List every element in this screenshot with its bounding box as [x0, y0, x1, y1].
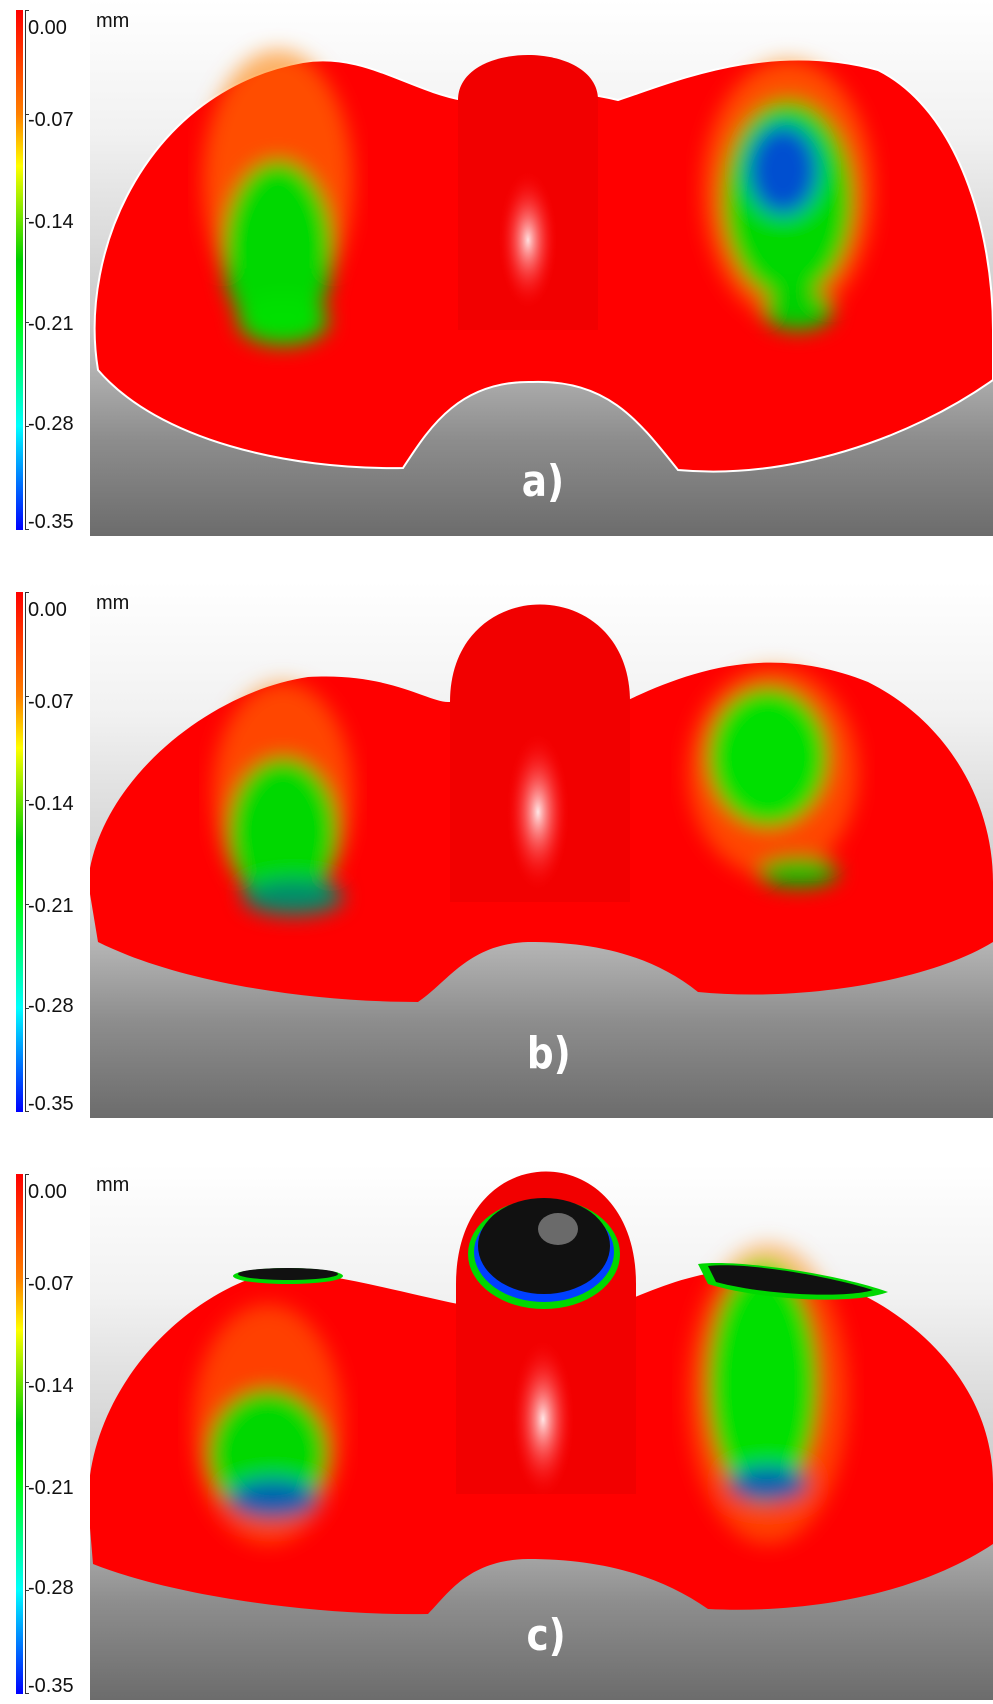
scale-label: -0.35 [28, 1093, 74, 1115]
color-gradient [16, 10, 23, 530]
panel-b: 0.00 -0.07 -0.14 -0.21 -0.28 -0.35 mm b) [8, 582, 993, 1118]
panel-label: c) [526, 1610, 566, 1661]
deviation-map-a [93, 50, 993, 473]
color-scale-bar: 0.00 -0.07 -0.14 -0.21 -0.28 -0.35 [8, 1164, 90, 1700]
unit-label: mm [96, 1174, 130, 1196]
panel-label: a) [521, 456, 565, 507]
panel-label: b) [526, 1028, 571, 1079]
scale-label: -0.35 [28, 1675, 74, 1697]
post-highlight [498, 170, 558, 310]
scale-label: -0.28 [28, 995, 74, 1017]
panel-c: 0.00 -0.07 -0.14 -0.21 -0.28 -0.35 mm c) [8, 1164, 993, 1700]
scale-label: -0.21 [28, 313, 74, 335]
post-highlight [506, 732, 570, 892]
scale-label: -0.28 [28, 1577, 74, 1599]
post-highlight [511, 1339, 575, 1499]
unit-label: mm [96, 592, 130, 614]
scale-label: -0.07 [28, 691, 74, 713]
scale-label: -0.14 [28, 211, 74, 233]
left-deviation-region [203, 50, 353, 345]
deviation-map-c [88, 1171, 993, 1615]
scale-label: -0.07 [28, 1273, 74, 1295]
deviation-map-b [88, 604, 993, 1002]
scale-label: -0.14 [28, 1375, 74, 1397]
color-gradient [16, 592, 23, 1112]
scale-label: 0.00 [28, 17, 67, 39]
color-scale-bar: 0.00 -0.07 -0.14 -0.21 -0.28 -0.35 [8, 582, 90, 1118]
right-deviation-region [703, 60, 873, 330]
left-rim-deviation [233, 1268, 343, 1284]
scale-label: 0.00 [28, 599, 67, 621]
right-deviation-region [688, 667, 858, 887]
panel-a: 0.00 -0.07 -0.14 -0.21 -0.28 -0.35 mm a) [8, 0, 993, 536]
scale-label: -0.28 [28, 413, 74, 435]
scale-label: -0.21 [28, 1477, 74, 1499]
left-deviation-region [193, 1304, 343, 1544]
scale-label: 0.00 [28, 1181, 67, 1203]
left-deviation-region [213, 682, 353, 915]
unit-label: mm [96, 10, 130, 32]
color-scale-bar: 0.00 -0.07 -0.14 -0.21 -0.28 -0.35 [8, 0, 90, 536]
scale-label: -0.14 [28, 793, 74, 815]
right-deviation-region [688, 1244, 848, 1544]
scale-label: -0.07 [28, 109, 74, 131]
scale-label: -0.35 [28, 511, 74, 533]
right-rim-deviation [698, 1263, 888, 1300]
post-top-deviation [468, 1198, 620, 1309]
color-gradient [16, 1174, 23, 1694]
scale-label: -0.21 [28, 895, 74, 917]
